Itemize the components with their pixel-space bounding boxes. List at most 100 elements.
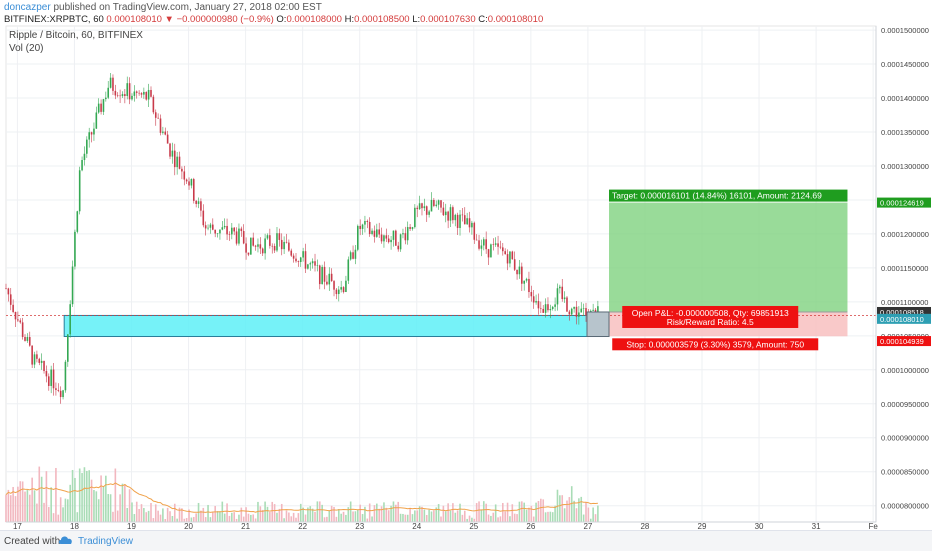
volume-bar [482,501,485,522]
volume-bar [178,507,181,522]
volume-bar [290,516,293,522]
candle-body [592,309,594,311]
candle-body [554,304,556,307]
candle-body [259,244,262,249]
support-zone[interactable] [63,314,603,338]
volume-bar [292,512,295,522]
x-tick-label: 18 [70,522,79,530]
volume-bar [74,477,76,522]
tradingview-brand[interactable]: TradingView [78,536,134,547]
candle-body [333,281,335,290]
candle-body [157,117,159,119]
candle-body [105,97,107,100]
y-tick-label: 0.0000800000 [881,502,929,511]
volume-bar [216,511,219,522]
time-axis[interactable]: 17 18 19 20 21 22 23 24 25 26 27 28 29 30 31 Fe [6,521,878,530]
candle-body [494,243,497,245]
candle-body [459,214,461,228]
tradingview-cloud-icon [58,536,72,544]
candle-body [544,304,547,313]
volume-bar [304,514,307,522]
volume-bar [67,499,69,522]
close-label: C: [478,14,488,25]
candle-body [116,95,119,97]
close-value: 0.000108010 [487,14,544,25]
chart-legend-volume[interactable]: Vol (20) [9,43,44,54]
candle-body [561,286,564,300]
volume-bar [597,505,599,522]
candle-body [454,214,457,221]
volume-bar [428,509,430,522]
volume-bar [192,516,195,522]
entry-price-tag: 0.000108518 [880,308,924,317]
candle-body [428,211,430,215]
volume-bar [399,513,402,522]
candle-body [59,390,62,398]
volume-bar [7,489,10,522]
volume-bar [421,506,423,522]
candle-body [261,248,264,254]
candle-body [238,228,240,244]
volume-bar [414,510,416,522]
open-pl-label-bg [622,305,799,328]
candle-body [5,288,7,289]
volume-bar [131,502,133,522]
candle-body [247,252,250,255]
volume-bar [269,512,271,522]
volume-bar [547,511,549,522]
candle-body [430,199,433,212]
price-chart[interactable]: Target: 0.000016101 (14.84%) 16101, Amou… [0,0,932,530]
candle-body [582,308,585,309]
volume-bar [537,500,540,522]
candle-body [62,390,64,398]
volume-bar [333,506,335,522]
candle-body [471,222,473,228]
candle-body [461,214,464,216]
volume-bar [485,503,487,522]
chart-legend-symbol[interactable]: Ripple / Bitcoin, 60, BITFINEX [9,30,143,41]
volume-bar [316,501,319,522]
last-price: 0.000108010 [106,14,162,25]
candle-body [221,227,224,230]
candle-body [178,156,181,169]
volume-bar [437,504,440,522]
volume-bar [328,510,331,522]
candle-body [93,128,95,135]
volume-bar [76,512,79,522]
author-link[interactable]: doncazper [4,2,51,13]
candle-body [523,280,525,284]
candle-body [404,233,407,241]
candle-body [133,91,136,96]
candle-body [466,218,468,225]
volume-bar [376,503,378,522]
volume-bar [38,466,41,522]
candle-body [516,269,518,275]
volume-bar [71,469,74,522]
volume-bar [95,491,98,522]
volume-bar [266,506,269,522]
volume-bar [159,514,162,522]
volume-bar [276,512,278,522]
candle-body [17,319,19,321]
candle-body [152,96,155,113]
price-axis[interactable]: 0.0001500000 0.0001450000 0.0001400000 0.00… [875,26,929,522]
candle-body [440,200,442,208]
candle-body [24,336,26,341]
candle-body [506,254,509,264]
candle-body [570,308,573,315]
volume-bar [116,510,119,522]
candle-body [64,361,67,391]
target-zone[interactable] [609,202,848,312]
candle-body [368,221,371,235]
candle-body [371,230,373,235]
candle-body [40,360,43,363]
volume-bar [516,514,518,522]
volume-bar [62,507,64,522]
volume-bar [570,486,573,522]
y-tick-label: 0.0001000000 [881,366,929,375]
volume-bar [535,502,537,522]
position-handle[interactable] [586,311,610,338]
candle-body [361,224,364,229]
candle-body [549,308,552,311]
candle-body [433,199,435,206]
